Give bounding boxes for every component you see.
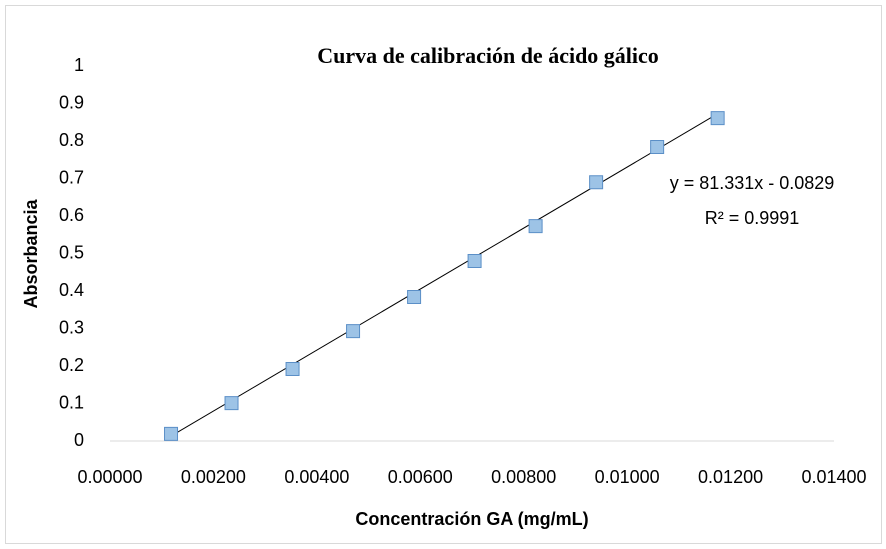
trendline-equation: y = 81.331x - 0.0829 <box>670 173 835 193</box>
x-axis-label: Concentración GA (mg/mL) <box>355 509 588 529</box>
marker <box>710 111 725 126</box>
y-tick-label: 0.7 <box>59 167 84 187</box>
marker <box>650 140 665 154</box>
marker <box>528 219 543 234</box>
marker <box>467 254 482 268</box>
marker <box>407 290 422 304</box>
marker <box>164 426 179 441</box>
marker <box>589 175 604 190</box>
trendline <box>170 113 718 437</box>
y-axis-label: Absorbancia <box>21 198 41 308</box>
y-tick-label: 0.9 <box>59 92 84 112</box>
y-tick-label: 0.8 <box>59 130 84 150</box>
marker <box>224 396 239 411</box>
x-tick-label: 0.01000 <box>595 467 660 487</box>
y-tick-label: 0.1 <box>59 392 84 412</box>
y-tick-label: 1 <box>74 55 84 75</box>
x-tick-label: 0.00600 <box>388 467 453 487</box>
x-tick-label: 0.00800 <box>491 467 556 487</box>
x-tick-label: 0.01400 <box>801 467 866 487</box>
chart-title: Curva de calibración de ácido gálico <box>317 43 659 68</box>
y-tick-label: 0.3 <box>59 317 84 337</box>
x-tick-label: 0.01200 <box>698 467 763 487</box>
y-tick-label: 0.6 <box>59 205 84 225</box>
marker <box>285 362 300 376</box>
x-tick-label: 0.00200 <box>181 467 246 487</box>
y-tick-label: 0.2 <box>59 355 84 375</box>
trendline-r2: R² = 0.9991 <box>705 208 800 228</box>
marker <box>346 324 361 339</box>
y-tick-label: 0.5 <box>59 242 84 262</box>
y-tick-label: 0 <box>74 430 84 450</box>
x-tick-label: 0.00000 <box>77 467 142 487</box>
y-tick-label: 0.4 <box>59 280 84 300</box>
chart-border <box>5 5 882 544</box>
x-tick-label: 0.00400 <box>284 467 349 487</box>
